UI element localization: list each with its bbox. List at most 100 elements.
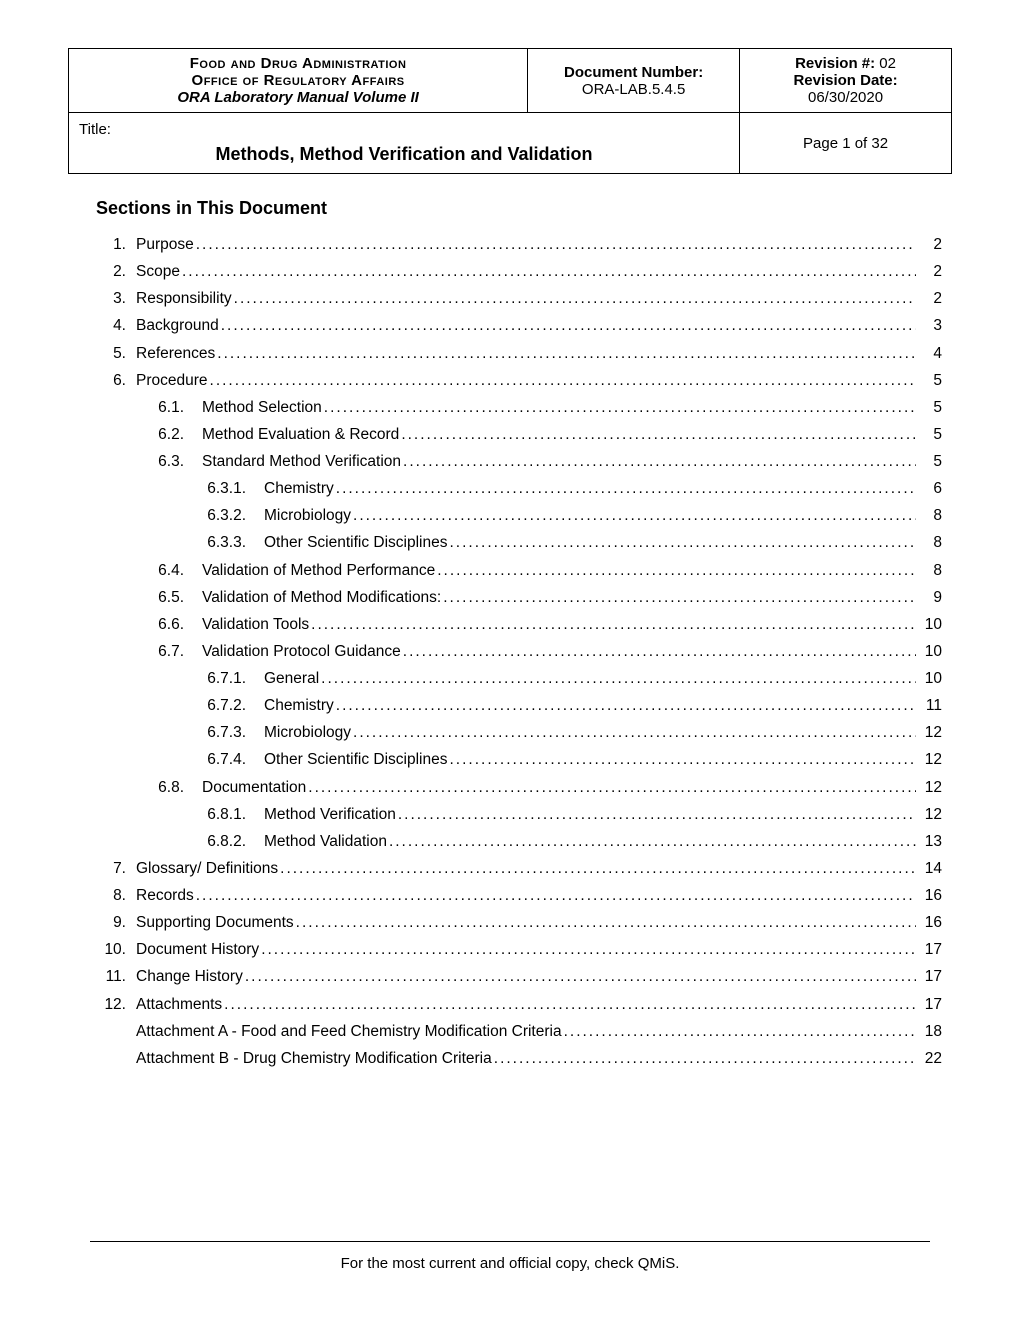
footer-rule (90, 1241, 930, 1242)
toc-label: Method Validation (264, 828, 387, 855)
toc-page: 12 (918, 774, 942, 801)
toc-row[interactable]: 6.2.Method Evaluation & Record 5 (96, 421, 942, 448)
org-line-1: Food and Drug Administration (79, 55, 517, 72)
toc-row[interactable]: 6.3.1.Chemistry 6 (96, 475, 942, 502)
toc-row[interactable]: 6.5.Validation of Method Modifications: … (96, 584, 942, 611)
toc-dots (353, 719, 916, 746)
toc-dots (564, 1018, 916, 1045)
toc-label: Procedure (136, 367, 208, 394)
toc-dots (245, 963, 916, 990)
toc-page: 16 (918, 909, 942, 936)
rev-date-label: Revision Date: (750, 72, 941, 89)
toc-page: 5 (918, 394, 942, 421)
toc-row[interactable]: 6.8.1.Method Verification 12 (96, 801, 942, 828)
toc-row[interactable]: 5.References 4 (96, 340, 942, 367)
page-number: Page 1 of 32 (803, 135, 888, 152)
toc-num: 6.3.1. (182, 475, 246, 502)
toc-label: Supporting Documents (136, 909, 294, 936)
toc-label: General (264, 665, 319, 692)
toc-page: 12 (918, 801, 942, 828)
toc-row[interactable]: 7.Glossary/ Definitions 14 (96, 855, 942, 882)
toc-row[interactable]: 12.Attachments 17 (96, 991, 942, 1018)
toc-row[interactable]: 10.Document History 17 (96, 936, 942, 963)
toc-dots (437, 557, 916, 584)
toc-dots (403, 638, 916, 665)
toc-num: 6.8. (128, 774, 184, 801)
toc-row[interactable]: 6.8.Documentation 12 (96, 774, 942, 801)
toc-num: 5. (96, 340, 126, 367)
toc-dots (221, 312, 916, 339)
toc-page: 10 (918, 665, 942, 692)
toc-row[interactable]: 3.Responsibility 2 (96, 285, 942, 312)
toc-row[interactable]: 11.Change History 17 (96, 963, 942, 990)
toc-label: Chemistry (264, 692, 334, 719)
toc-row[interactable]: Attachment B - Drug Chemistry Modificati… (96, 1045, 942, 1072)
toc-label: Background (136, 312, 219, 339)
header-title-cell: Title: Methods, Method Verification and … (69, 113, 740, 174)
toc-dots (210, 367, 916, 394)
toc-page: 12 (918, 746, 942, 773)
toc-page: 5 (918, 448, 942, 475)
toc-row[interactable]: 6.7.Validation Protocol Guidance 10 (96, 638, 942, 665)
header-rev-cell: Revision #: 02 Revision Date: 06/30/2020 (740, 49, 952, 113)
toc-dots (196, 231, 916, 258)
toc-page: 2 (918, 231, 942, 258)
toc-row[interactable]: 6.7.4. Other Scientific Disciplines 12 (96, 746, 942, 773)
toc-page: 13 (918, 828, 942, 855)
toc-row[interactable]: 1.Purpose 2 (96, 231, 942, 258)
toc-label: Attachments (136, 991, 222, 1018)
toc-num: 6.8.1. (182, 801, 246, 828)
toc-num: 6.3.2. (182, 502, 246, 529)
toc-row[interactable]: 6.3.2.Microbiology 8 (96, 502, 942, 529)
toc-dots (182, 258, 916, 285)
toc-row[interactable]: 6.1.Method Selection 5 (96, 394, 942, 421)
toc-page: 8 (918, 502, 942, 529)
toc-label: Other Scientific Disciplines (264, 746, 447, 773)
toc-dots (324, 394, 916, 421)
toc-label: References (136, 340, 215, 367)
toc-label: Attachment A - Food and Feed Chemistry M… (136, 1018, 562, 1045)
toc-row[interactable]: Attachment A - Food and Feed Chemistry M… (96, 1018, 942, 1045)
toc-row[interactable]: 6.3.Standard Method Verification 5 (96, 448, 942, 475)
org-line-2: Office of Regulatory Affairs (79, 72, 517, 89)
toc-row[interactable]: 4.Background 3 (96, 312, 942, 339)
table-of-contents: 1.Purpose 22.Scope 23.Responsibility 24.… (96, 231, 942, 1072)
toc-num: 3. (96, 285, 126, 312)
toc-row[interactable]: 6.7.1.General 10 (96, 665, 942, 692)
toc-row[interactable]: 9.Supporting Documents 16 (96, 909, 942, 936)
toc-label: Records (136, 882, 194, 909)
toc-dots (308, 774, 916, 801)
toc-row[interactable]: 6.6.Validation Tools 10 (96, 611, 942, 638)
toc-page: 17 (918, 936, 942, 963)
toc-row[interactable]: 2.Scope 2 (96, 258, 942, 285)
toc-num: 8. (96, 882, 126, 909)
toc-dots (389, 828, 916, 855)
toc-page: 16 (918, 882, 942, 909)
toc-page: 11 (918, 692, 942, 719)
toc-page: 8 (918, 529, 942, 556)
toc-label: Validation of Method Performance (202, 557, 435, 584)
toc-dots (224, 991, 916, 1018)
rev-date-value: 06/30/2020 (750, 89, 941, 106)
toc-num: 6.1. (128, 394, 184, 421)
toc-page: 12 (918, 719, 942, 746)
toc-num: 6.7.4. (182, 746, 246, 773)
toc-row[interactable]: 6.3.3.Other Scientific Disciplines 8 (96, 529, 942, 556)
toc-page: 17 (918, 963, 942, 990)
toc-row[interactable]: 6.8.2.Method Validation 13 (96, 828, 942, 855)
toc-dots (443, 584, 916, 611)
toc-page: 3 (918, 312, 942, 339)
toc-row[interactable]: 6.Procedure 5 (96, 367, 942, 394)
toc-row[interactable]: 8. Records 16 (96, 882, 942, 909)
toc-row[interactable]: 6.7.3.Microbiology 12 (96, 719, 942, 746)
toc-num: 6.7.3. (182, 719, 246, 746)
toc-label: Validation Protocol Guidance (202, 638, 401, 665)
toc-num: 7. (96, 855, 126, 882)
doc-num-value: ORA-LAB.5.4.5 (538, 81, 729, 98)
toc-dots (401, 421, 916, 448)
header-docnum-cell: Document Number: ORA-LAB.5.4.5 (528, 49, 740, 113)
toc-row[interactable]: 6.7.2.Chemistry 11 (96, 692, 942, 719)
footer-text: For the most current and official copy, … (0, 1255, 1020, 1272)
toc-dots (336, 475, 916, 502)
toc-row[interactable]: 6.4.Validation of Method Performance 8 (96, 557, 942, 584)
